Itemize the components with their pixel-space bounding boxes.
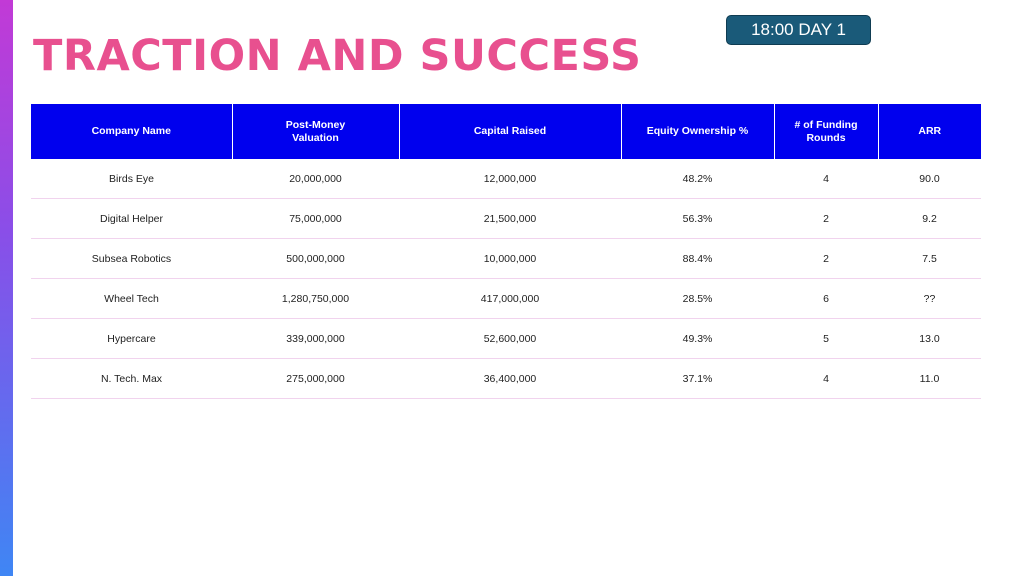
cell-equity-ownership: 56.3% xyxy=(621,198,774,239)
cell-post-money-valuation: 275,000,000 xyxy=(232,358,399,399)
traction-table-container: Company Name Post-Money Valuation Capital… xyxy=(31,104,981,399)
cell-company-name: Wheel Tech xyxy=(31,278,232,319)
cell-funding-rounds: 2 xyxy=(774,198,878,239)
header-post-money-valuation: Post-Money Valuation xyxy=(232,104,400,159)
cell-arr: 13.0 xyxy=(878,318,981,359)
cell-company-name: N. Tech. Max xyxy=(31,358,232,399)
header-capital-raised: Capital Raised xyxy=(399,104,622,159)
cell-funding-rounds: 4 xyxy=(774,358,878,399)
cell-post-money-valuation: 1,280,750,000 xyxy=(232,278,399,319)
cell-arr: 9.2 xyxy=(878,198,981,239)
cell-post-money-valuation: 75,000,000 xyxy=(232,198,399,239)
traction-table: Company Name Post-Money Valuation Capital… xyxy=(31,104,981,399)
cell-arr: 7.5 xyxy=(878,238,981,279)
cell-funding-rounds: 5 xyxy=(774,318,878,359)
table-header: Company Name Post-Money Valuation Capital… xyxy=(31,104,981,159)
cell-post-money-valuation: 339,000,000 xyxy=(232,318,399,359)
table-row: Subsea Robotics 500,000,000 10,000,000 8… xyxy=(31,238,981,279)
cell-equity-ownership: 48.2% xyxy=(621,159,774,199)
timer-badge: 18:00 DAY 1 xyxy=(726,15,871,45)
cell-arr: 11.0 xyxy=(878,358,981,399)
cell-arr: ?? xyxy=(878,278,981,319)
cell-capital-raised: 36,400,000 xyxy=(399,358,621,399)
cell-equity-ownership: 49.3% xyxy=(621,318,774,359)
table-row: Hypercare 339,000,000 52,600,000 49.3% 5… xyxy=(31,318,981,359)
header-funding-rounds: # of Funding Rounds xyxy=(774,104,879,159)
header-arr: ARR xyxy=(878,104,981,159)
cell-equity-ownership: 88.4% xyxy=(621,238,774,279)
table-row: Birds Eye 20,000,000 12,000,000 48.2% 4 … xyxy=(31,159,981,199)
cell-capital-raised: 21,500,000 xyxy=(399,198,621,239)
table-row: Digital Helper 75,000,000 21,500,000 56.… xyxy=(31,198,981,239)
cell-capital-raised: 52,600,000 xyxy=(399,318,621,359)
cell-company-name: Birds Eye xyxy=(31,159,232,199)
header-company-name: Company Name xyxy=(31,104,233,159)
cell-equity-ownership: 28.5% xyxy=(621,278,774,319)
table-row: Wheel Tech 1,280,750,000 417,000,000 28.… xyxy=(31,278,981,319)
cell-company-name: Digital Helper xyxy=(31,198,232,239)
table-body: Birds Eye 20,000,000 12,000,000 48.2% 4 … xyxy=(31,159,981,399)
cell-funding-rounds: 4 xyxy=(774,159,878,199)
cell-post-money-valuation: 20,000,000 xyxy=(232,159,399,199)
header-row: Company Name Post-Money Valuation Capital… xyxy=(31,104,981,159)
cell-capital-raised: 12,000,000 xyxy=(399,159,621,199)
cell-equity-ownership: 37.1% xyxy=(621,358,774,399)
cell-post-money-valuation: 500,000,000 xyxy=(232,238,399,279)
table-row: N. Tech. Max 275,000,000 36,400,000 37.1… xyxy=(31,358,981,399)
cell-funding-rounds: 2 xyxy=(774,238,878,279)
header-equity-ownership: Equity Ownership % xyxy=(621,104,775,159)
cell-capital-raised: 417,000,000 xyxy=(399,278,621,319)
page-title: TRACTION AND SUCCESS xyxy=(33,31,642,81)
cell-company-name: Hypercare xyxy=(31,318,232,359)
cell-arr: 90.0 xyxy=(878,159,981,199)
cell-capital-raised: 10,000,000 xyxy=(399,238,621,279)
accent-bar xyxy=(0,0,13,576)
cell-company-name: Subsea Robotics xyxy=(31,238,232,279)
cell-funding-rounds: 6 xyxy=(774,278,878,319)
